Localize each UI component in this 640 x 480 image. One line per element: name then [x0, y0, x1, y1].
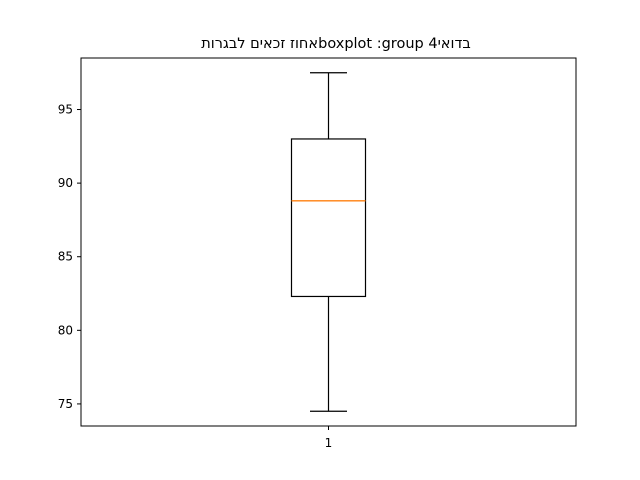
y-tick-label: 85	[58, 250, 73, 264]
chart-title: בדואי4 boxplot :group‏אחוז זכאים לבגרות	[201, 36, 471, 52]
box	[290, 138, 367, 298]
x-tick-label: 1	[325, 436, 333, 450]
y-tick-label: 90	[58, 176, 73, 190]
y-tick-label: 80	[58, 323, 73, 337]
y-tick-label: 75	[58, 397, 73, 411]
y-tick-label: 95	[58, 103, 73, 117]
plot-area: 75 80 85 90 95 1	[58, 57, 577, 450]
